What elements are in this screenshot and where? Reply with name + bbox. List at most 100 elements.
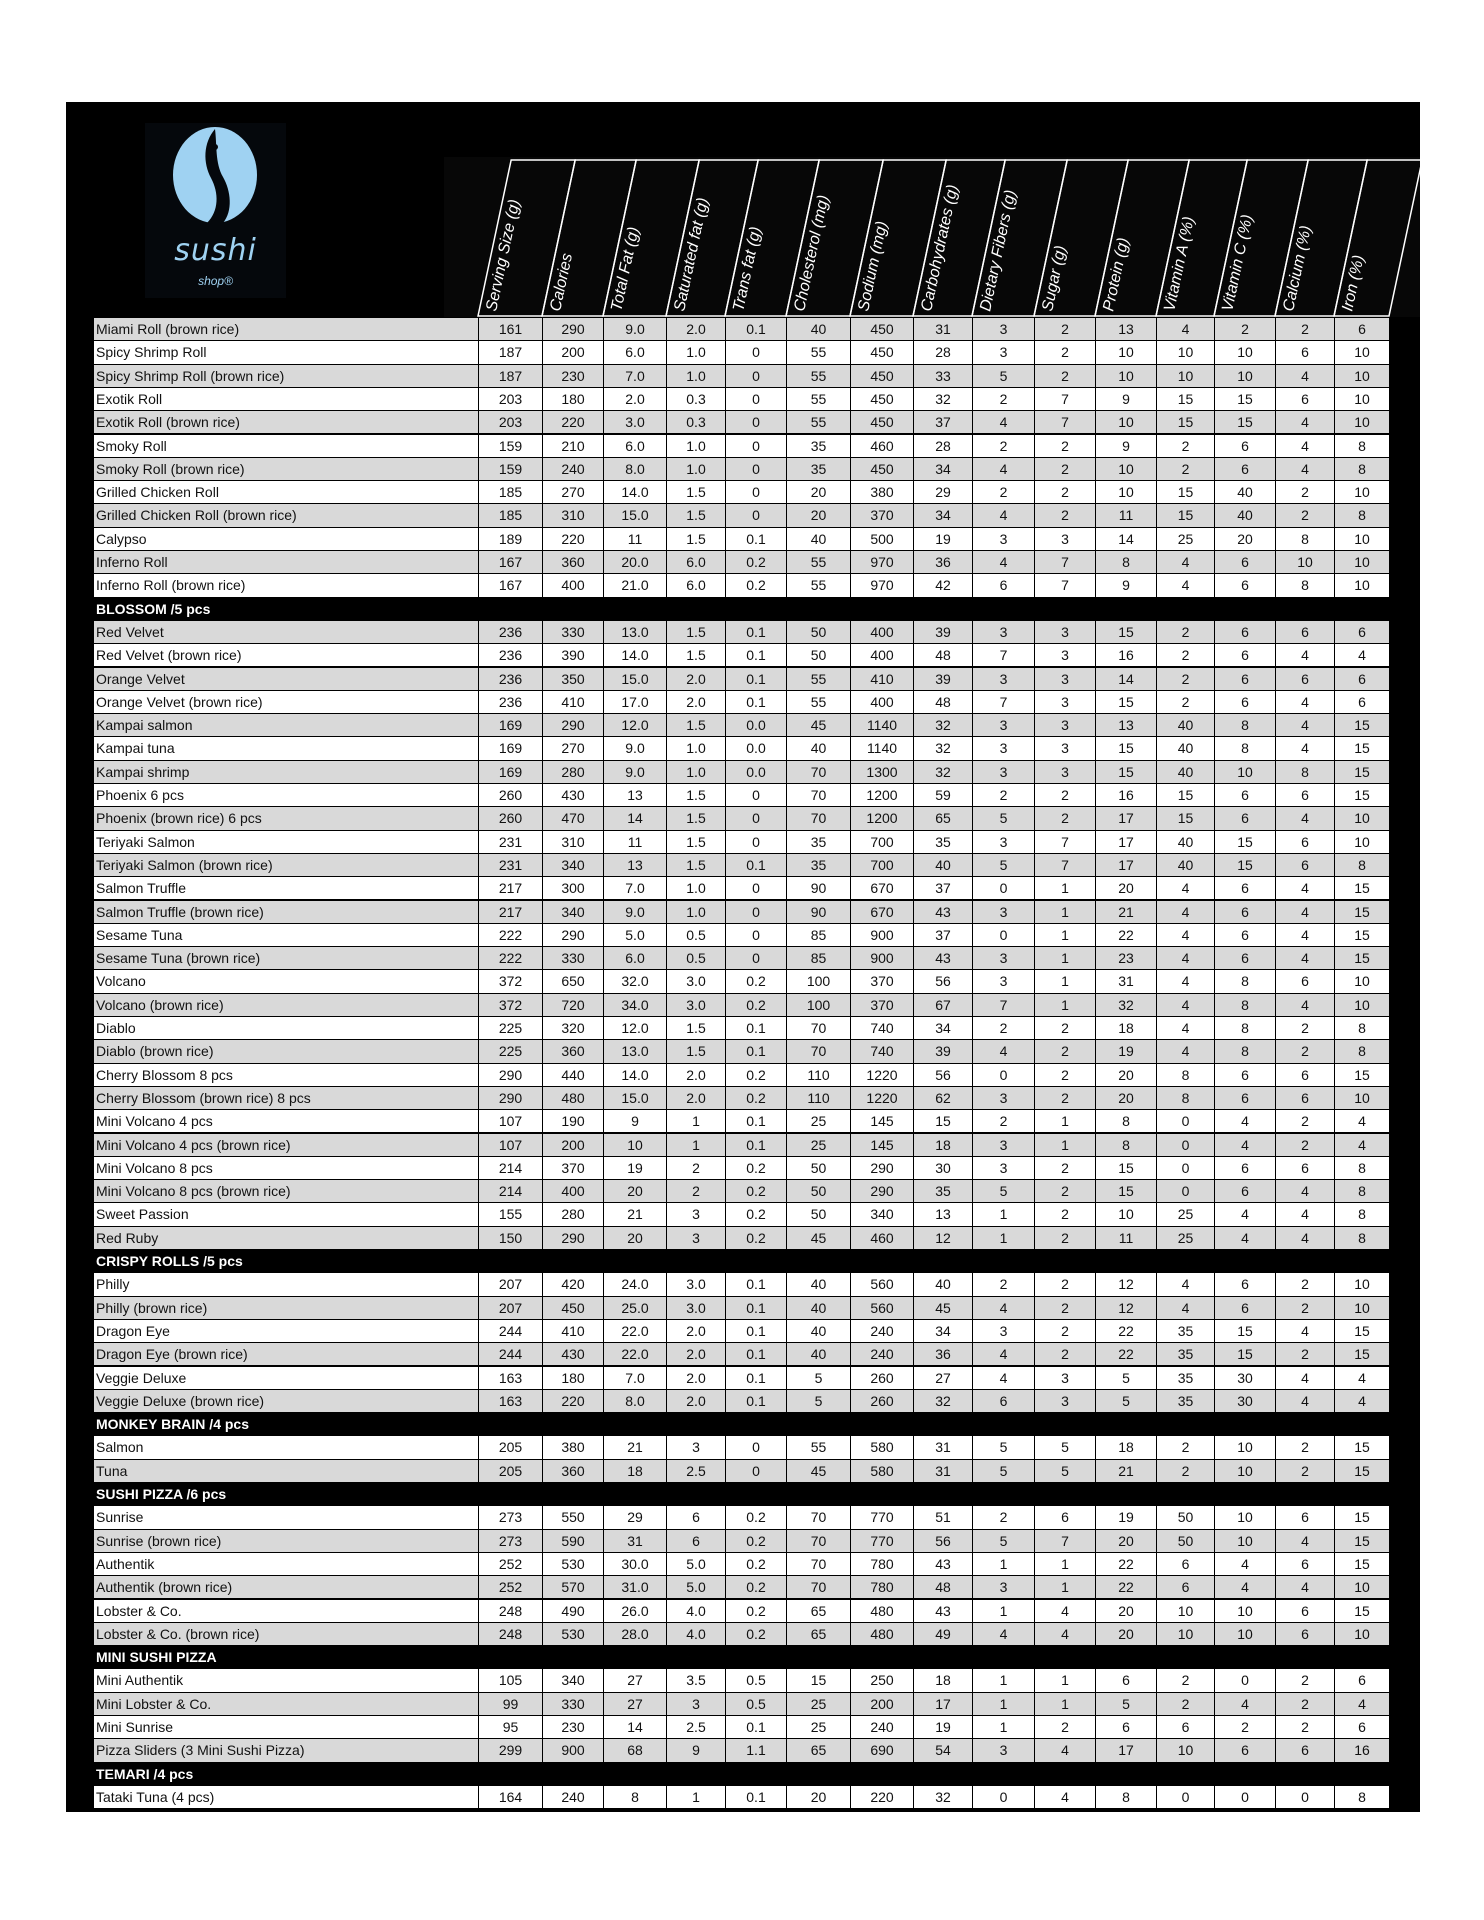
- value-cell: 210: [542, 434, 603, 457]
- value-cell: 163: [478, 1366, 542, 1389]
- value-cell: 10: [1334, 481, 1389, 504]
- table-row: Exotik Roll 203 180 2.0 0.3 0 55 450 32 2 7 9 15 15 6 1…: [94, 387, 1389, 412]
- value-cell: 470: [542, 807, 603, 830]
- value-cell: 410: [850, 667, 913, 690]
- value-cell: 50: [1156, 1506, 1214, 1529]
- table-row: Inferno Roll (brown rice) 167 400 21.0 6.0 0.…: [94, 574, 1389, 598]
- value-cell: 7.0: [603, 877, 666, 900]
- value-cell: 440: [542, 1063, 603, 1086]
- value-cell: 560: [850, 1273, 913, 1296]
- value-cell: 2: [1156, 667, 1214, 690]
- value-cell: 260: [478, 807, 542, 830]
- value-cell: 6: [972, 1389, 1034, 1413]
- value-cell: 780: [850, 1576, 913, 1599]
- value-cell: 2: [972, 1017, 1034, 1040]
- item-name: Mini Authentik: [96, 1672, 184, 1689]
- value-cell: 1: [1034, 923, 1095, 947]
- value-cell: 8: [1334, 504, 1389, 527]
- item-name: Mini Lobster & Co.: [96, 1695, 212, 1712]
- value-cell: 1.5: [666, 714, 725, 737]
- value-cell: 1: [1034, 900, 1095, 923]
- value-cell: 450: [850, 341, 913, 364]
- value-cell: 2: [1275, 1692, 1334, 1715]
- value-cell: 6: [1214, 574, 1275, 597]
- value-cell: 4: [1334, 1133, 1389, 1156]
- value-cell: 10: [1334, 341, 1389, 364]
- value-cell: 0.2: [725, 1226, 786, 1249]
- value-cell: 6: [1214, 1063, 1275, 1086]
- item-name: Philly: [96, 1276, 130, 1293]
- value-cell: 4: [1214, 1692, 1275, 1715]
- value-cell: 55: [786, 690, 850, 714]
- table-row: Dragon Eye (brown rice) 244 430 22.0 2.0 0.1 4…: [94, 1343, 1389, 1367]
- value-cell: 150: [478, 1226, 542, 1249]
- value-cell: 70: [786, 760, 850, 783]
- item-name: Kampai tuna: [96, 740, 175, 757]
- value-cell: 45: [786, 1226, 850, 1249]
- section-heading: BLOSSOM /5 pcs: [96, 600, 211, 617]
- value-cell: 2.0: [666, 667, 725, 690]
- section-heading: MINI SUSHI PIZZA: [96, 1649, 217, 1666]
- value-cell: 4: [1156, 970, 1214, 993]
- value-cell: 0.2: [725, 1599, 786, 1622]
- value-cell: 6: [1214, 807, 1275, 830]
- value-cell: 11: [603, 527, 666, 550]
- value-cell: 2: [1275, 318, 1334, 341]
- value-cell: 3: [972, 1319, 1034, 1343]
- value-cell: 6: [1275, 1086, 1334, 1110]
- item-name: Dragon Eye (brown rice): [96, 1346, 248, 1363]
- value-cell: 2: [1156, 1459, 1214, 1482]
- value-cell: 161: [478, 318, 542, 341]
- value-cell: 400: [542, 574, 603, 597]
- value-cell: 8: [603, 1785, 666, 1809]
- value-cell: 15: [1095, 690, 1156, 714]
- item-name: Lobster & Co.: [96, 1602, 182, 1619]
- value-cell: 0.2: [725, 574, 786, 597]
- value-cell: 230: [542, 1716, 603, 1739]
- value-cell: 5.0: [603, 923, 666, 947]
- value-cell: 4: [1275, 1576, 1334, 1599]
- value-cell: 2: [1275, 1273, 1334, 1296]
- value-cell: 6.0: [603, 341, 666, 364]
- value-cell: 32: [913, 760, 972, 783]
- value-cell: 10: [1095, 411, 1156, 434]
- value-cell: 1.5: [666, 620, 725, 644]
- value-cell: 0: [725, 481, 786, 504]
- value-cell: 320: [542, 1017, 603, 1040]
- value-cell: 40: [786, 318, 850, 341]
- table-row: Salmon Truffle (brown rice) 217 340 9.0 1.0 0…: [94, 900, 1389, 924]
- value-cell: 16: [1095, 644, 1156, 667]
- value-cell: 4: [972, 411, 1034, 434]
- value-cell: 0.2: [725, 1086, 786, 1110]
- value-cell: 15: [1334, 1319, 1389, 1343]
- value-cell: 2: [1275, 1017, 1334, 1040]
- value-cell: 240: [850, 1716, 913, 1739]
- value-cell: 1: [972, 1716, 1034, 1739]
- table-row: Salmon 205 380 21 3 0 55 580 31 5 5 18 2 10 2 15: [94, 1436, 1389, 1460]
- value-cell: 8: [1334, 1785, 1389, 1809]
- value-cell: 10: [1334, 993, 1389, 1016]
- value-cell: 10: [1095, 341, 1156, 364]
- value-cell: 0.1: [725, 853, 786, 877]
- value-cell: 145: [850, 1133, 913, 1156]
- value-cell: 18: [913, 1133, 972, 1156]
- item-name: Sesame Tuna: [96, 926, 183, 943]
- value-cell: 2.0: [666, 1389, 725, 1413]
- value-cell: 6: [1334, 1716, 1389, 1739]
- value-cell: 2: [1034, 1203, 1095, 1226]
- value-cell: 0: [725, 877, 786, 900]
- table-row: Orange Velvet (brown rice) 236 410 17.0 2.0 0…: [94, 690, 1389, 715]
- value-cell: 720: [542, 993, 603, 1016]
- value-cell: 6: [1214, 1086, 1275, 1110]
- value-cell: 6: [1275, 387, 1334, 411]
- value-cell: 2: [1034, 481, 1095, 504]
- value-cell: 4: [972, 551, 1034, 574]
- value-cell: 4: [1034, 1622, 1095, 1646]
- value-cell: 4: [1275, 690, 1334, 714]
- value-cell: 290: [850, 1156, 913, 1180]
- value-cell: 207: [478, 1296, 542, 1319]
- value-cell: 4: [1275, 457, 1334, 481]
- value-cell: 2: [1275, 1343, 1334, 1366]
- value-cell: 420: [542, 1273, 603, 1296]
- value-cell: 0: [1156, 1133, 1214, 1156]
